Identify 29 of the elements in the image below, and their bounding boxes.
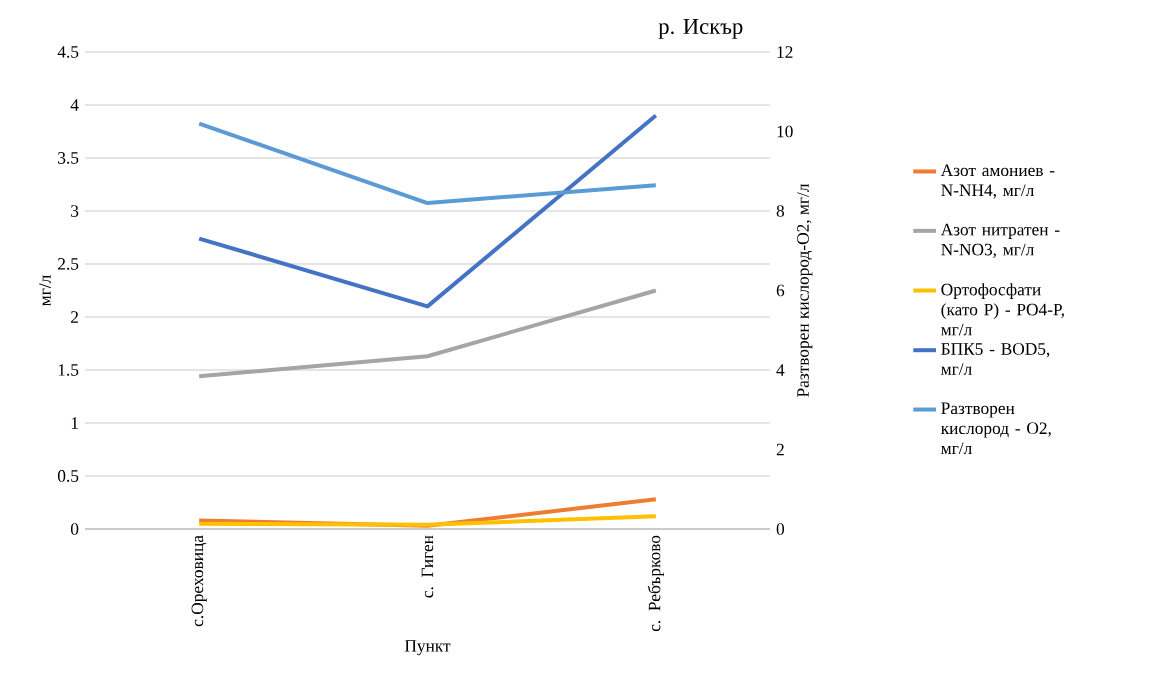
y2-axis-title: Разтворен кислород-О2, мг/л — [797, 183, 813, 397]
y-tick-label: 3.5 — [58, 152, 79, 164]
legend-label: БПК5 - BOD5, мг/л — [941, 343, 1050, 375]
y-tick-label: 2.5 — [58, 258, 79, 270]
x-tick-label: с.Ореховица — [191, 535, 207, 627]
y2-tick-label: 8 — [776, 205, 785, 217]
legend-label: Разтворен кислород - O2, мг/л — [941, 402, 1051, 455]
legend-label: Азот нитратен - N-NO3, мг/л — [940, 223, 1060, 258]
y-tick-label: 2 — [71, 311, 79, 323]
legend-label: Азот амониев - N-NH4, мг/л — [940, 164, 1055, 199]
y-tick-label: 1.5 — [58, 364, 79, 376]
y2-tick-label: 4 — [776, 364, 785, 376]
y2-tick-label: 10 — [777, 125, 793, 138]
x-tick-label: с. Гиген — [421, 535, 434, 598]
y-tick-label: 4 — [70, 99, 79, 111]
y2-tick-label: 0 — [776, 523, 785, 535]
y-tick-label: 0 — [70, 523, 79, 535]
y-tick-label: 4.5 — [57, 46, 79, 58]
legend-label: Ортофосфати (като P) - PO4-P, мг/л — [941, 283, 1064, 336]
y-axis-title: мг/л — [39, 275, 51, 306]
y-tick-label: 0.5 — [57, 470, 79, 482]
chart-title: р. Искър — [658, 19, 743, 39]
y2-tick-label: 6 — [776, 284, 785, 297]
x-axis-title: Пункт — [404, 640, 451, 656]
y-tick-label: 1 — [71, 417, 78, 429]
y2-tick-label: 2 — [776, 443, 784, 456]
y-tick-label: 3 — [71, 205, 79, 217]
x-tick-label: с. Ребърково — [647, 535, 664, 632]
y2-tick-label: 12 — [777, 46, 793, 58]
